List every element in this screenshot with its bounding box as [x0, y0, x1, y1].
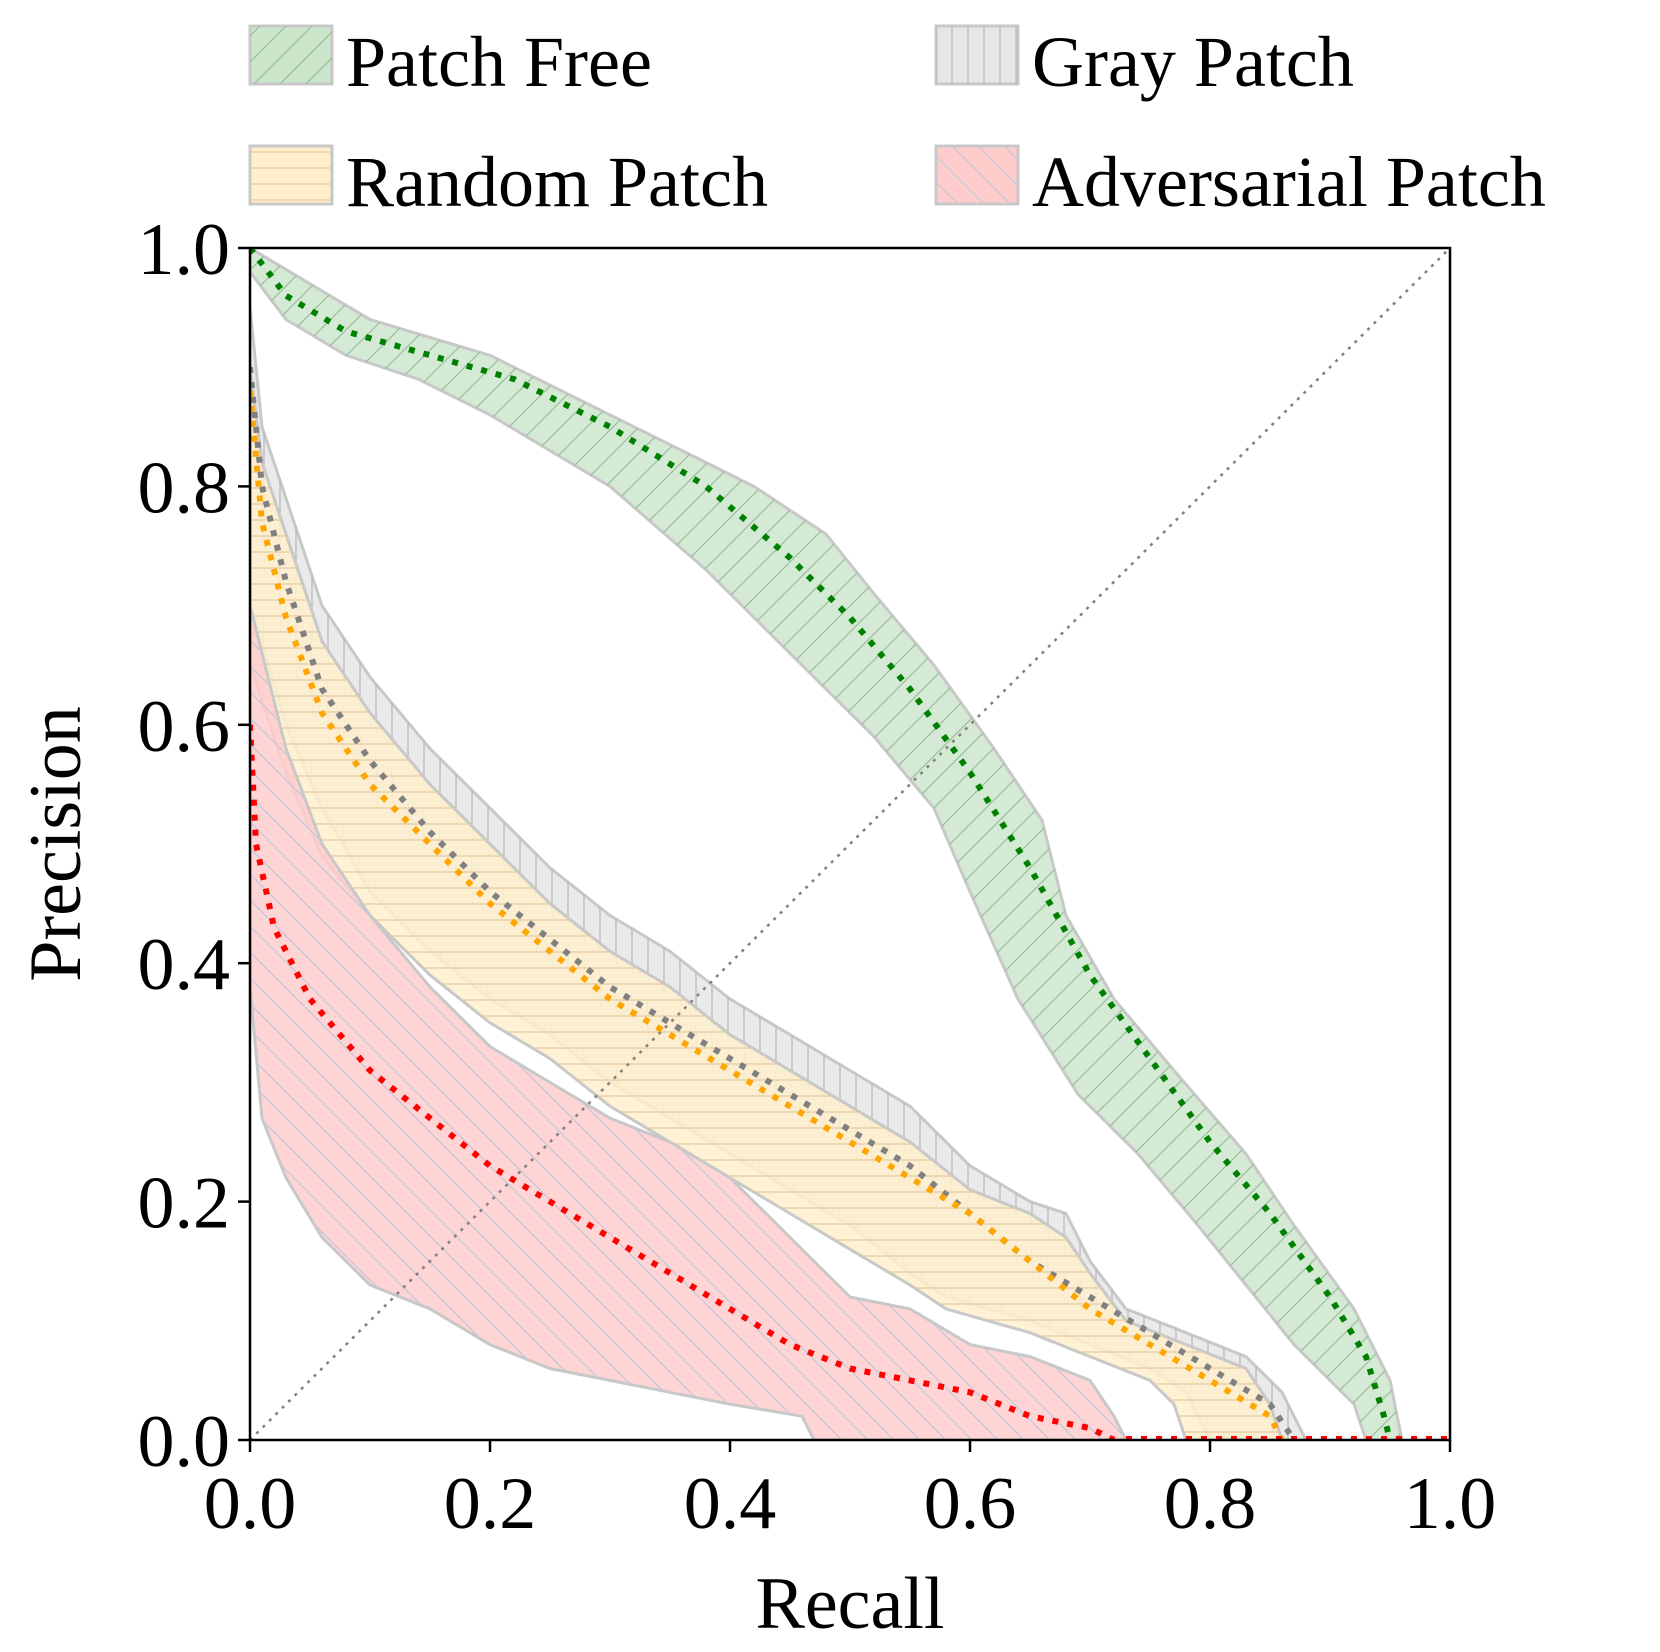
y-tick-label: 0.4	[138, 924, 231, 1006]
patch-free-band-hatch	[250, 248, 1402, 1440]
x-tick-label: 0.8	[1164, 1463, 1257, 1545]
legend-item-patch-free: Patch Free	[248, 22, 652, 102]
y-axis-label: Precision	[15, 706, 97, 981]
y-tick-label: 1.0	[138, 209, 231, 291]
patch-free-band-group	[250, 248, 1404, 1440]
x-axis-label: Recall	[755, 1563, 944, 1645]
confidence-bands	[250, 248, 1404, 1440]
adversarial-patch-band-group	[250, 605, 1128, 1440]
x-tick-label: 0.0	[204, 1463, 297, 1545]
gray-patch-mean-line	[250, 366, 1297, 1440]
x-tick-label: 0.2	[444, 1463, 537, 1545]
x-tick-label: 1.0	[1404, 1463, 1497, 1545]
mean-curves	[250, 248, 1450, 1440]
x-axis: 0.0 0.2 0.4 0.6 0.8 1.0	[204, 1440, 1497, 1545]
patch-free-mean-line	[250, 248, 1393, 1440]
plot-frame	[248, 246, 1452, 1442]
adversarial-patch-mean-line	[250, 724, 1116, 1440]
y-tick-label: 0.0	[138, 1401, 231, 1483]
y-tick-label: 0.2	[138, 1163, 231, 1245]
svg-text:Adversarial Patch: Adversarial Patch	[1032, 142, 1546, 222]
legend: Patch Free Gray Patch Random Patch Adver…	[248, 22, 1546, 222]
legend-item-adversarial-patch: Adversarial Patch	[934, 142, 1546, 222]
adversarial-patch-band-hatch	[250, 605, 1126, 1440]
legend-item-gray-patch: Gray Patch	[934, 22, 1354, 102]
diagonal-reference-line	[249, 247, 1451, 1441]
legend-item-random-patch: Random Patch	[248, 142, 768, 222]
y-tick-label: 0.8	[138, 447, 231, 529]
y-tick-label: 0.6	[138, 686, 231, 768]
y-axis: 0.0 0.2 0.4 0.6 0.8 1.0	[138, 209, 250, 1483]
svg-text:Patch Free: Patch Free	[346, 22, 652, 102]
svg-text:Gray Patch: Gray Patch	[1032, 22, 1354, 102]
random-patch-mean-line	[250, 390, 1285, 1440]
random-patch-band-hatch	[250, 367, 1282, 1440]
x-tick-label: 0.4	[684, 1463, 777, 1545]
x-tick-label: 0.6	[924, 1463, 1017, 1545]
svg-text:Random Patch: Random Patch	[346, 142, 768, 222]
